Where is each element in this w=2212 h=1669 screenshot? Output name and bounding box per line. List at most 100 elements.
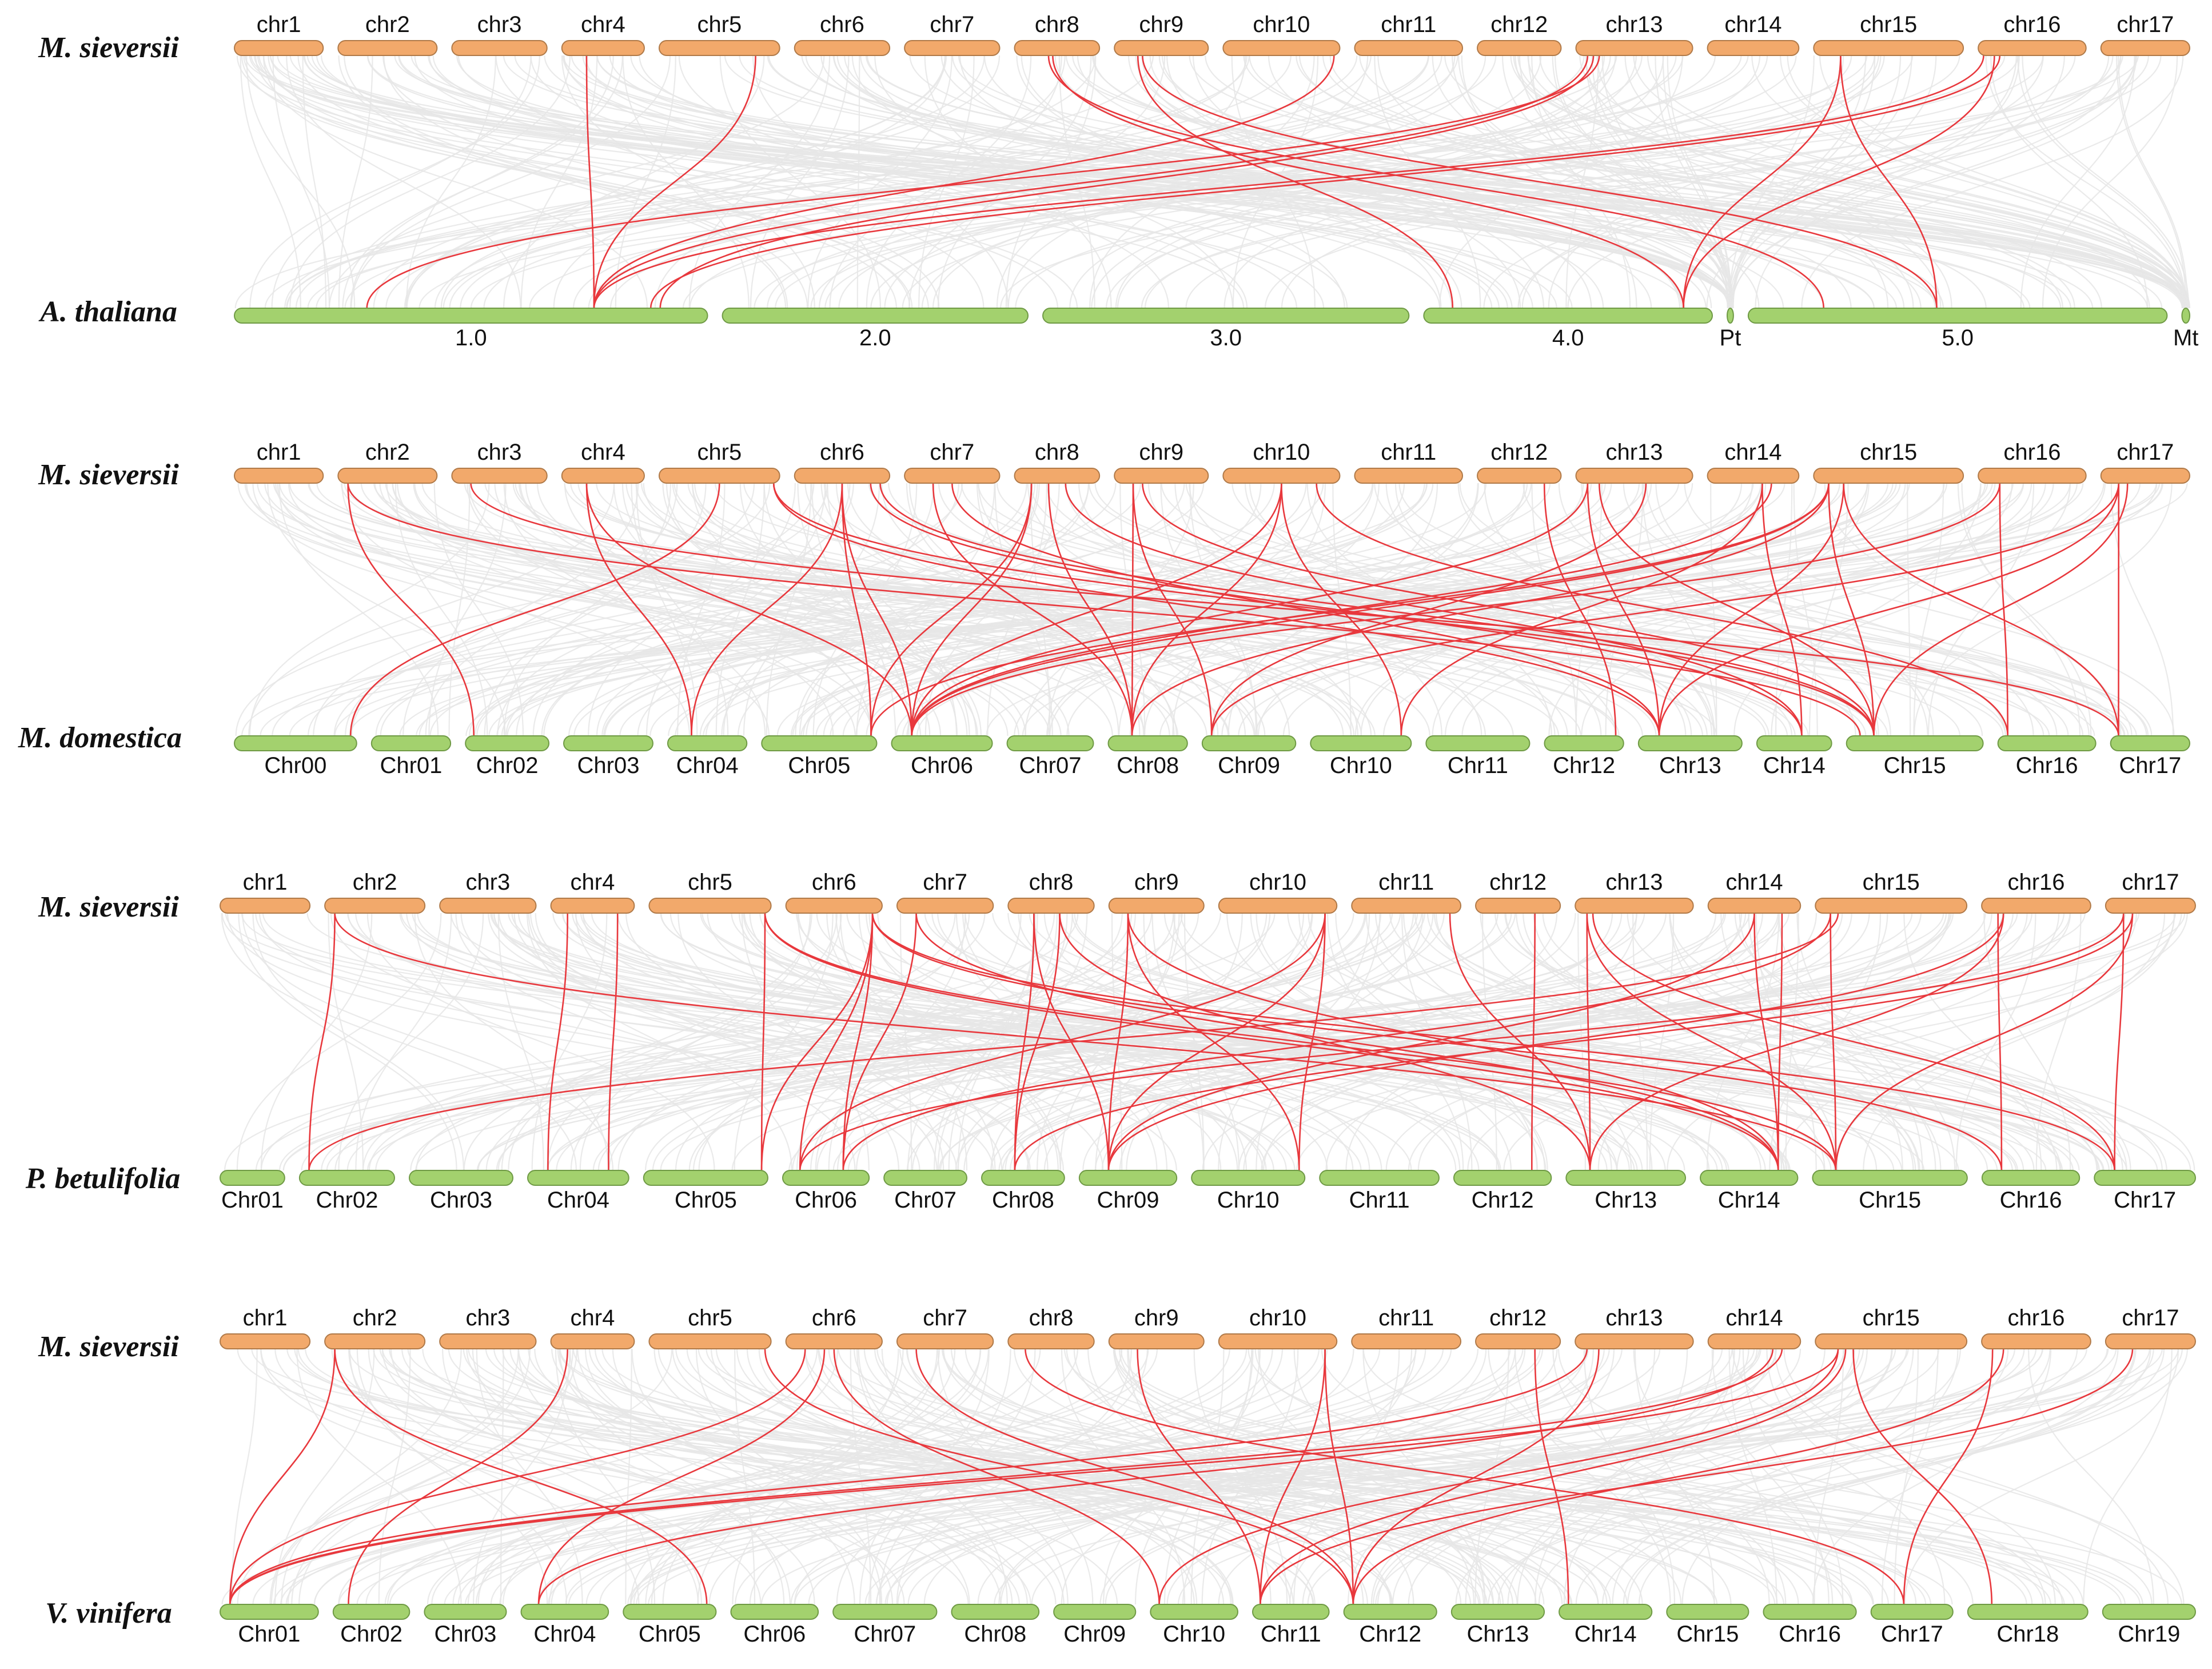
background-link — [257, 55, 1325, 309]
background-link — [1501, 55, 1733, 309]
background-link — [585, 1348, 1610, 1605]
background-link — [497, 913, 1354, 1171]
background-link — [629, 1348, 989, 1605]
background-link — [302, 55, 327, 309]
target-chromosome-label: 1.0 — [455, 325, 487, 350]
query-chromosome-label: chr1 — [243, 870, 288, 895]
background-link — [467, 483, 834, 736]
query-chromosome — [1475, 898, 1561, 914]
panel-2-target-chromosomes: Chr00 Chr01 Chr02 Chr03 Chr04 Chr05 Chr06 Chr07… — [234, 735, 2190, 778]
background-link — [1558, 1348, 2046, 1605]
highlight-link — [1142, 483, 1875, 736]
query-chromosome-label: chr9 — [1139, 12, 1183, 37]
background-link — [2017, 55, 2187, 309]
background-link — [236, 913, 442, 1171]
highlight-link — [842, 913, 874, 1171]
background-link — [414, 913, 609, 1171]
query-chromosome-label: chr13 — [1605, 870, 1663, 895]
query-chromosome — [1218, 898, 1338, 914]
background-link — [788, 913, 1952, 1171]
highlight-link — [1352, 1348, 2004, 1605]
background-link — [797, 483, 910, 736]
highlight-link — [1014, 913, 1061, 1171]
highlight-link — [799, 913, 1326, 1171]
background-link — [475, 1348, 1123, 1605]
background-link — [1623, 483, 2034, 736]
highlight-link — [308, 913, 1839, 1171]
background-link — [1232, 55, 1319, 309]
background-link — [1513, 55, 2183, 309]
background-link — [942, 1348, 1889, 1605]
background-link — [271, 55, 532, 309]
highlight-link — [833, 1348, 1160, 1605]
background-link — [1243, 55, 2190, 309]
background-link — [1299, 55, 2075, 309]
background-link — [259, 913, 994, 1171]
target-chromosome-label: Chr10 — [1163, 1622, 1225, 1647]
background-link — [1633, 1348, 1834, 1605]
target-chromosome — [1107, 735, 1188, 751]
background-link — [260, 1348, 762, 1605]
highlight-link — [347, 483, 1861, 736]
highlight-link — [1997, 913, 2003, 1171]
background-link — [828, 1348, 1518, 1605]
background-link — [1373, 1348, 1855, 1605]
query-chromosome — [1707, 1333, 1802, 1349]
background-link — [662, 483, 977, 736]
background-link — [1814, 1348, 1844, 1605]
panel-3-query-chromosomes: chr1 chr2 chr3 chr4 chr5 chr6 chr7 chr8 chr9 chr1… — [220, 870, 2196, 914]
background-link — [1667, 913, 2137, 1171]
query-chromosome-label: chr11 — [1378, 870, 1434, 895]
background-link — [572, 913, 1727, 1171]
query-chromosome — [2100, 40, 2191, 56]
target-chromosome-label: Mt — [2173, 325, 2198, 350]
background-link — [272, 55, 330, 309]
highlight-link — [593, 55, 1589, 309]
highlight-link — [1127, 913, 1779, 1171]
target-chromosome-label: Chr02 — [340, 1622, 402, 1647]
highlight-link — [229, 1348, 1783, 1605]
background-link — [815, 483, 2163, 736]
background-link — [2042, 55, 2178, 309]
background-link — [1801, 55, 2184, 309]
target-chromosome — [408, 1170, 514, 1186]
background-link — [688, 55, 831, 309]
highlight-link — [1531, 913, 1536, 1171]
background-link — [1957, 483, 2092, 736]
background-link — [1605, 483, 1644, 736]
background-link — [273, 483, 1717, 736]
query-chromosome-label: chr10 — [1253, 440, 1310, 465]
background-link — [1322, 55, 2063, 309]
background-link — [1250, 913, 1545, 1171]
query-chromosome-label: chr7 — [923, 870, 967, 895]
background-link — [996, 55, 1246, 309]
background-link — [1037, 913, 1180, 1171]
background-link — [398, 55, 2148, 309]
background-link — [994, 1348, 2025, 1605]
query-chromosome-label: chr11 — [1378, 1305, 1434, 1331]
target-chromosome-label: Chr15 — [1884, 753, 1946, 778]
highlight-link — [349, 483, 720, 736]
query-chromosome — [1218, 1333, 1338, 1349]
background-link — [500, 1348, 504, 1605]
target-chromosome-label: Chr16 — [2000, 1188, 2062, 1213]
background-link — [1444, 483, 1982, 736]
query-chromosome-label: chr16 — [2003, 12, 2060, 37]
background-link — [1596, 55, 1942, 309]
background-link — [1474, 1348, 1509, 1605]
background-link — [1731, 55, 2122, 309]
highlight-link — [585, 483, 912, 736]
target-chromosome-label: Chr17 — [2119, 753, 2181, 778]
highlight-link — [842, 913, 917, 1171]
query-chromosome-label: chr4 — [581, 440, 625, 465]
query-chromosome-label: chr4 — [571, 1305, 615, 1331]
highlight-link — [1131, 483, 1282, 736]
highlight-link — [772, 483, 1660, 736]
background-link — [1591, 55, 1733, 309]
highlight-link — [1052, 55, 1684, 309]
background-link — [513, 913, 1030, 1171]
highlight-link — [1840, 55, 1938, 309]
panel-1-highlight-links — [366, 55, 2001, 309]
background-link — [284, 55, 1154, 309]
panel-1: M. sieversii A. thaliana chr1 chr2 chr3 chr… — [38, 12, 2198, 350]
